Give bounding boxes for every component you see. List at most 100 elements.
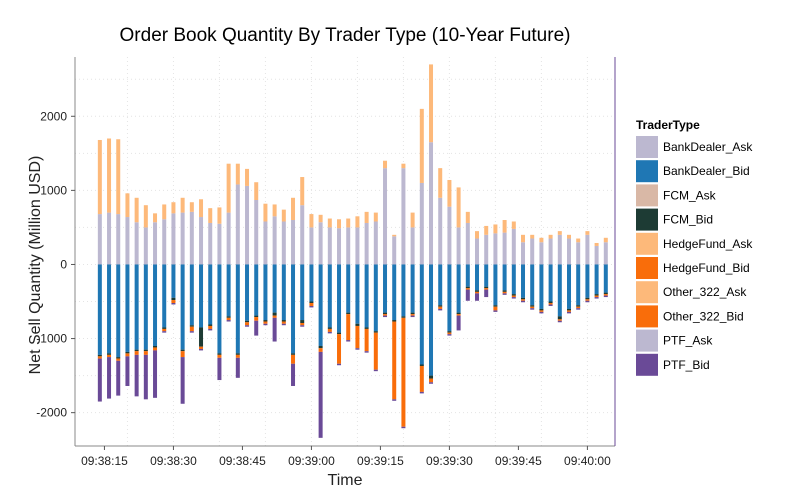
- bar-segment-bankdealer-bid: [419, 264, 424, 365]
- bar-segment-bankdealer-ask: [300, 205, 305, 265]
- bar-group: [171, 202, 176, 305]
- bar-segment-hedgefund-bid: [272, 315, 277, 318]
- bar-segment-bankdealer-bid: [107, 264, 112, 354]
- bar-segment-fcm-bid: [189, 325, 194, 327]
- bar-segment-fcm-bid: [511, 294, 516, 296]
- bar-segment-fcm-bid: [456, 312, 461, 315]
- bar-segment-ptf-bid: [429, 382, 434, 384]
- bar-segment-fcm-bid: [171, 297, 176, 301]
- bar-segment-bankdealer-bid: [475, 264, 480, 291]
- bar-segment-hedgefund-bid: [465, 288, 470, 290]
- legend-label-other-322-bid: Other_322_Bid: [663, 309, 744, 323]
- bar-segment-ptf-bid: [539, 311, 544, 314]
- bar-segment-bankdealer-bid: [327, 264, 332, 328]
- bar-segment-hedgefund-ask: [429, 64, 434, 143]
- bar-segment-ptf-bid: [245, 325, 250, 327]
- bar-segment-bankdealer-bid: [401, 264, 406, 317]
- bar-segment-bankdealer-ask: [291, 220, 296, 265]
- bar-segment-hedgefund-ask: [585, 231, 590, 235]
- bar-segment-hedgefund-ask: [484, 225, 489, 235]
- bar-segment-hedgefund-ask: [567, 234, 572, 239]
- bar-segment-bankdealer-ask: [125, 217, 130, 265]
- y-tick-label: 1000: [40, 183, 67, 197]
- bar-segment-ptf-bid: [217, 357, 222, 381]
- bar-group: [125, 193, 130, 386]
- bar-segment-fcm-bid: [521, 297, 526, 300]
- bar-segment-hedgefund-ask: [300, 177, 305, 206]
- bar-segment-fcm-bid: [548, 301, 553, 303]
- bar-segment-bankdealer-bid: [429, 264, 434, 376]
- bar-segment-ptf-bid: [521, 300, 526, 303]
- bar-segment-ptf-bid: [410, 315, 415, 318]
- bar-group: [364, 211, 369, 353]
- bar-segment-hedgefund-ask: [171, 202, 176, 214]
- bar-segment-hedgefund-bid: [401, 317, 406, 427]
- bar-segment-bankdealer-bid: [493, 264, 498, 306]
- bar-group: [162, 204, 167, 333]
- bar-segment-fcm-bid: [180, 349, 185, 352]
- bar-segment-bankdealer-bid: [291, 264, 296, 354]
- bar-segment-bankdealer-bid: [567, 264, 572, 309]
- bar-segment-ptf-bid: [419, 391, 424, 394]
- bar-group: [373, 212, 378, 372]
- bar-segment-fcm-bid: [594, 294, 599, 296]
- bar-segment-hedgefund-bid: [557, 319, 562, 321]
- bar-group: [502, 220, 507, 295]
- legend-label-hedgefund-bid: HedgeFund_Bid: [663, 261, 750, 275]
- legend-swatch-other-322-ask: [636, 281, 658, 304]
- bar-segment-hedgefund-bid: [281, 321, 286, 324]
- bar-segment-ptf-bid: [373, 369, 378, 372]
- bar-segment-bankdealer-bid: [300, 264, 305, 321]
- bar-segment-hedgefund-ask: [153, 213, 158, 223]
- bar-segment-ptf-bid: [346, 340, 351, 342]
- bar-segment-bankdealer-ask: [493, 233, 498, 265]
- bar-segment-bankdealer-ask: [447, 206, 452, 265]
- bar-segment-bankdealer-ask: [254, 200, 259, 265]
- bar-segment-bankdealer-bid: [484, 264, 489, 287]
- legend-swatch-bankdealer-ask: [636, 136, 658, 158]
- bar-segment-fcm-bid: [162, 327, 167, 329]
- bar-segment-bankdealer-bid: [235, 264, 240, 354]
- legend-swatch-bankdealer-bid: [636, 160, 658, 183]
- bar-segment-fcm-bid: [502, 290, 507, 292]
- bar-segment-bankdealer-ask: [171, 213, 176, 265]
- bar-segment-bankdealer-bid: [337, 264, 342, 333]
- x-tick-label: 09:39:00: [288, 454, 335, 468]
- bar-segment-hedgefund-bid: [456, 314, 461, 316]
- y-tick-label: 2000: [40, 109, 67, 123]
- bar-segment-bankdealer-ask: [567, 238, 572, 265]
- bar-segment-bankdealer-bid: [346, 264, 351, 313]
- bar-segment-bankdealer-ask: [475, 238, 480, 265]
- bar-group: [475, 231, 480, 301]
- legend-label-ptf-ask: PTF_Ask: [663, 334, 713, 348]
- bar-segment-bankdealer-bid: [180, 264, 185, 350]
- bar-segment-bankdealer-ask: [346, 227, 351, 265]
- bar-segment-ptf-bid: [401, 426, 406, 429]
- legend-swatch-other-322-bid: [636, 305, 658, 328]
- bar-segment-bankdealer-bid: [456, 264, 461, 313]
- legend-label-fcm-ask: FCM_Ask: [663, 188, 717, 202]
- bar-group: [419, 108, 424, 394]
- bar-group: [438, 168, 443, 311]
- bar-segment-ptf-bid: [456, 315, 461, 331]
- bar-segment-fcm-bid: [226, 316, 231, 318]
- bar-segment-hedgefund-ask: [594, 242, 599, 246]
- bar-segment-bankdealer-ask: [392, 236, 397, 265]
- bar-segment-fcm-bid: [539, 308, 544, 311]
- bar-group: [189, 202, 194, 333]
- bar-segment-hedgefund-ask: [189, 202, 194, 212]
- bar-segment-hedgefund-bid: [548, 302, 553, 305]
- bar-segment-ptf-bid: [511, 297, 516, 299]
- bar-segment-ptf-bid: [107, 357, 112, 399]
- y-tick-label: -1000: [36, 332, 67, 346]
- bar-segment-bankdealer-bid: [153, 264, 158, 346]
- x-tick-label: 09:39:30: [426, 454, 473, 468]
- bar-segment-bankdealer-bid: [585, 264, 590, 298]
- y-tick-label: 0: [60, 257, 67, 271]
- bar-segment-fcm-bid: [346, 312, 351, 315]
- bar-segment-bankdealer-bid: [502, 264, 507, 291]
- bar-group: [484, 225, 489, 298]
- bar-segment-ptf-bid: [603, 295, 608, 298]
- legend-swatch-hedgefund-ask: [636, 232, 658, 255]
